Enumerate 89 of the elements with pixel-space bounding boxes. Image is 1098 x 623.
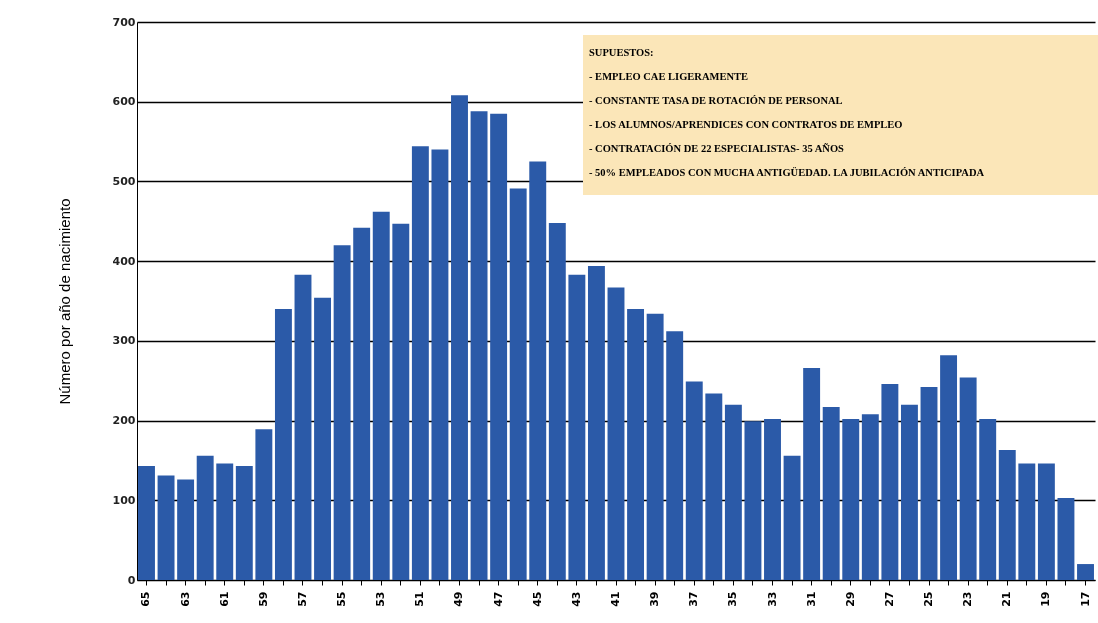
bar bbox=[607, 287, 625, 580]
x-tick-label: 35 bbox=[726, 591, 740, 607]
x-tick-label: 19 bbox=[1039, 591, 1053, 607]
bar bbox=[783, 455, 801, 580]
bar bbox=[470, 111, 488, 580]
bar bbox=[822, 407, 840, 580]
bar bbox=[685, 381, 703, 580]
bar bbox=[920, 387, 938, 580]
x-tick-label: 47 bbox=[491, 591, 505, 607]
x-tick-label: 33 bbox=[765, 591, 779, 607]
annotation: - LOS ALUMNOS/APRENDICES CON CONTRATOS DE EMPLEO bbox=[589, 118, 904, 132]
bar bbox=[940, 355, 958, 580]
bar bbox=[666, 331, 684, 580]
bar bbox=[764, 418, 781, 580]
x-tick-label: 61 bbox=[217, 591, 231, 607]
bar bbox=[372, 211, 390, 580]
x-tick-label: 55 bbox=[335, 591, 349, 607]
bar bbox=[216, 463, 234, 580]
bar bbox=[979, 418, 997, 580]
annotation: - 50% EMPLEADOS CON MUCHA ANTIGÜEDAD. LA JUBILACIÓN ANTICIPADA bbox=[589, 166, 986, 180]
x-tick-label: 53 bbox=[374, 591, 388, 607]
bar bbox=[1018, 463, 1036, 580]
annotation: SUPUESTOS: bbox=[589, 46, 655, 60]
bar bbox=[744, 421, 762, 580]
x-tick-label: 23 bbox=[961, 591, 975, 607]
y-tick-label: 300 bbox=[112, 334, 136, 348]
bar bbox=[255, 429, 273, 580]
x-tick-label: 51 bbox=[413, 591, 427, 607]
y-tick-label: 600 bbox=[112, 95, 136, 109]
bar bbox=[959, 377, 977, 580]
bar bbox=[333, 245, 351, 580]
bar bbox=[724, 404, 742, 580]
bar bbox=[431, 149, 449, 580]
x-tick-label: 57 bbox=[295, 591, 309, 607]
x-tick-label: 65 bbox=[139, 591, 153, 607]
bar bbox=[998, 450, 1016, 580]
x-tick-label: 63 bbox=[178, 591, 192, 607]
x-tick-label: 29 bbox=[843, 591, 857, 607]
bar bbox=[548, 222, 566, 580]
x-tick-label: 17 bbox=[1078, 591, 1092, 607]
bar bbox=[294, 274, 312, 580]
x-tick-label: 59 bbox=[256, 591, 270, 607]
x-tick-label: 45 bbox=[530, 591, 544, 607]
bar bbox=[157, 475, 175, 580]
y-tick-label: 400 bbox=[112, 254, 136, 268]
y-tick-label: 0 bbox=[127, 573, 136, 587]
bar bbox=[568, 274, 586, 580]
bar bbox=[490, 113, 508, 580]
bar bbox=[411, 146, 429, 580]
bar bbox=[627, 308, 645, 580]
bar bbox=[235, 466, 253, 580]
y-axis-title: Número por año de nacimiento bbox=[55, 198, 73, 405]
bar bbox=[392, 223, 410, 580]
bar bbox=[509, 188, 527, 580]
bar bbox=[803, 367, 821, 580]
bar bbox=[861, 414, 879, 580]
x-tick-label: 37 bbox=[687, 591, 701, 607]
y-tick-label: 700 bbox=[112, 15, 136, 29]
bar bbox=[451, 95, 468, 580]
x-tick-label: 27 bbox=[882, 591, 896, 607]
bar bbox=[529, 161, 547, 580]
y-tick-label: 100 bbox=[112, 493, 136, 507]
x-tick-label: 41 bbox=[609, 591, 622, 607]
annotation: - CONTRATACIÓN DE 22 ESPECIALISTAS- 35 AÑOS bbox=[589, 142, 845, 156]
bar bbox=[705, 393, 723, 580]
y-tick-label: 500 bbox=[112, 174, 136, 188]
bar bbox=[881, 383, 899, 580]
annotation: - EMPLEO CAE LIGERAMENTE bbox=[589, 70, 749, 84]
bar bbox=[274, 308, 292, 580]
x-tick-label: 25 bbox=[922, 591, 936, 607]
bar bbox=[587, 265, 605, 580]
bar bbox=[1037, 463, 1055, 580]
x-tick-label: 21 bbox=[1000, 591, 1014, 607]
bar bbox=[314, 297, 332, 580]
bar bbox=[353, 227, 371, 580]
bar bbox=[177, 479, 195, 580]
bar bbox=[646, 313, 664, 580]
bar bbox=[842, 418, 860, 580]
bar bbox=[138, 466, 155, 580]
annotation: - CONSTANTE TASA DE ROTACIÓN DE PERSONAL bbox=[589, 94, 844, 108]
x-tick-label: 31 bbox=[804, 591, 818, 607]
y-tick-label: 200 bbox=[112, 414, 136, 428]
bar bbox=[196, 455, 214, 580]
bar bbox=[1057, 497, 1075, 580]
bar bbox=[900, 404, 918, 580]
x-tick-label: 43 bbox=[569, 591, 583, 607]
x-tick-label: 49 bbox=[452, 591, 466, 607]
x-tick-label: 39 bbox=[648, 591, 662, 607]
bar bbox=[1077, 564, 1094, 580]
